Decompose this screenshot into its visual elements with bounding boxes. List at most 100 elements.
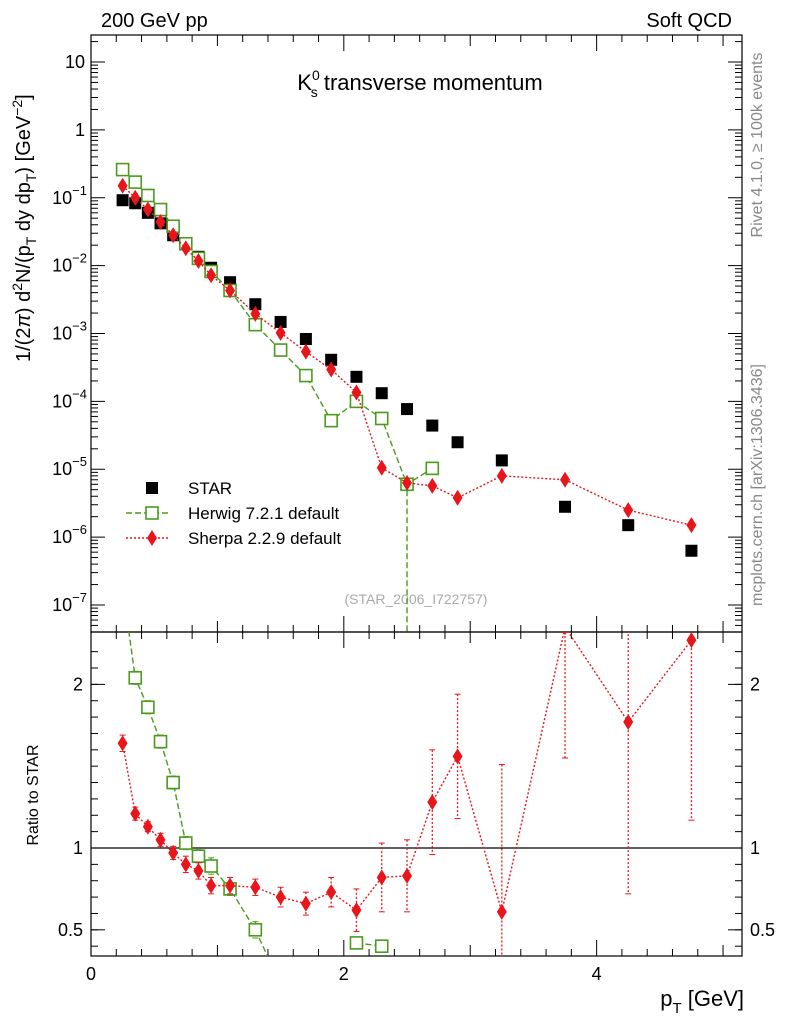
ratio-y-tick-label: 1	[750, 838, 760, 858]
sherpa-ratio-point	[130, 805, 141, 822]
herwig-ratio-point	[191, 849, 206, 863]
sherpa-point	[225, 282, 236, 299]
header-category-label: Soft QCD	[646, 10, 732, 32]
x-tick-label: 0	[86, 964, 96, 984]
rivet-version-label: Rivet 4.1.0, ≥ 100k events	[749, 53, 766, 238]
mcplots-label: mcplots.cern.ch [arXiv:1306.3436]	[749, 364, 766, 606]
sherpa-ratio-point	[180, 856, 191, 873]
star-point	[274, 315, 287, 328]
ratio-y-tick-label: 0.5	[58, 920, 83, 940]
ratio-y-tick-label: 2	[73, 674, 83, 694]
sherpa-point	[623, 502, 634, 519]
herwig-ratio-point	[153, 734, 168, 749]
sherpa-ratio-point	[225, 877, 236, 894]
herwig-ratio-point	[248, 923, 263, 937]
sherpa-ratio-point	[250, 879, 261, 896]
herwig-point	[153, 202, 168, 217]
herwig-ratio-point	[349, 936, 364, 950]
y-tick-label: 10−2	[52, 251, 87, 276]
sherpa-ratio-point	[117, 735, 128, 752]
sherpa-point	[275, 324, 286, 341]
sherpa-point	[193, 252, 204, 269]
star-point	[249, 298, 262, 311]
star-point	[559, 500, 572, 513]
ratio-y-tick-label: 0.5	[750, 920, 775, 940]
star-point	[375, 387, 388, 400]
sherpa-point	[300, 343, 311, 360]
y-tick-label: 10−1	[52, 183, 87, 208]
main-plot-title: K0 s transverse momentum	[297, 67, 542, 100]
sherpa-point	[560, 471, 571, 488]
legend-label-star: STAR	[188, 479, 232, 498]
y-tick-label: 10−5	[52, 454, 87, 479]
x-tick-label: 2	[339, 964, 349, 984]
sherpa-ratio-point	[168, 844, 179, 861]
x-tick-label: 4	[592, 964, 602, 984]
legend-label-herwig: Herwig 7.2.1 default	[188, 504, 339, 523]
y-tick-label: 10−6	[52, 522, 87, 547]
star-point	[495, 454, 508, 467]
sherpa-point	[452, 489, 463, 506]
sherpa-point	[686, 517, 697, 534]
star-point	[116, 194, 129, 207]
legend-label-sherpa: Sherpa 2.2.9 default	[188, 529, 341, 548]
sherpa-ratio-point	[623, 714, 634, 730]
herwig-ratio-point	[374, 939, 389, 953]
sherpa-point	[155, 213, 166, 230]
herwig-point	[128, 175, 143, 189]
legend-marker-herwig	[145, 506, 159, 520]
star-point	[325, 353, 338, 366]
y-tick-label: 10−4	[52, 386, 87, 411]
ratio-y-tick-label: 2	[750, 674, 760, 694]
star-point	[350, 370, 363, 383]
sherpa-point	[496, 467, 507, 484]
legend-marker-sherpa	[147, 530, 157, 546]
sherpa-ratio-point	[155, 831, 166, 848]
sherpa-ratio-point	[427, 794, 438, 811]
sherpa-ratio-line	[121, 632, 692, 913]
main-plot: 10−7 10−6 10−5 10−4 10−3 10−2 10−1 1 10	[52, 34, 743, 633]
herwig-point	[299, 368, 313, 383]
herwig-ratio-point	[128, 671, 143, 685]
sherpa-point	[351, 384, 362, 401]
main-y-axis-label: 1/(2π) d2N/(pT dy dpT) [GeV−2]	[9, 94, 39, 362]
sherpa-ratio-point	[452, 748, 463, 765]
sherpa-line	[122, 185, 692, 526]
sherpa-ratio-point	[300, 895, 311, 912]
sherpa-ratio-point	[193, 862, 204, 879]
sherpa-ratio-point	[142, 818, 153, 835]
sherpa-ratio-point	[563, 632, 567, 636]
sherpa-ratio-point	[496, 903, 507, 920]
herwig-point	[324, 413, 338, 428]
sherpa-point	[250, 305, 261, 322]
sherpa-point	[206, 267, 217, 284]
star-point	[426, 419, 439, 432]
ratio-y-axis-label: Ratio to STAR	[25, 744, 42, 845]
sherpa-ratio-point	[402, 867, 413, 884]
herwig-ratio-point	[141, 700, 155, 715]
star-point	[451, 436, 464, 449]
herwig-point	[115, 162, 130, 177]
sherpa-ratio-point	[206, 877, 217, 894]
ratio-series-group	[117, 632, 697, 956]
herwig-point	[141, 188, 155, 203]
sherpa-point	[130, 189, 141, 206]
legend-marker-star	[146, 482, 158, 494]
legend: STAR Herwig 7.2.1 default Sherpa 2.2.9 def…	[126, 479, 341, 548]
y-tick-label: 1	[75, 120, 85, 140]
header-energy-label: 200 GeV pp	[101, 10, 208, 32]
herwig-ratio-point	[179, 836, 193, 850]
ratio-plot-frame	[90, 631, 743, 957]
sherpa-point	[168, 227, 179, 244]
herwig-ratio-point	[166, 775, 180, 790]
herwig-point	[425, 461, 440, 476]
main-series-group	[115, 162, 698, 632]
herwig-point	[273, 343, 288, 357]
sherpa-ratio-point	[351, 902, 362, 919]
sherpa-point	[427, 477, 438, 494]
herwig-ratio-line	[128, 632, 269, 956]
sherpa-ratio-point	[275, 889, 286, 906]
sherpa-ratio-point	[326, 884, 337, 901]
sherpa-point	[326, 361, 337, 378]
sherpa-point	[376, 459, 387, 476]
